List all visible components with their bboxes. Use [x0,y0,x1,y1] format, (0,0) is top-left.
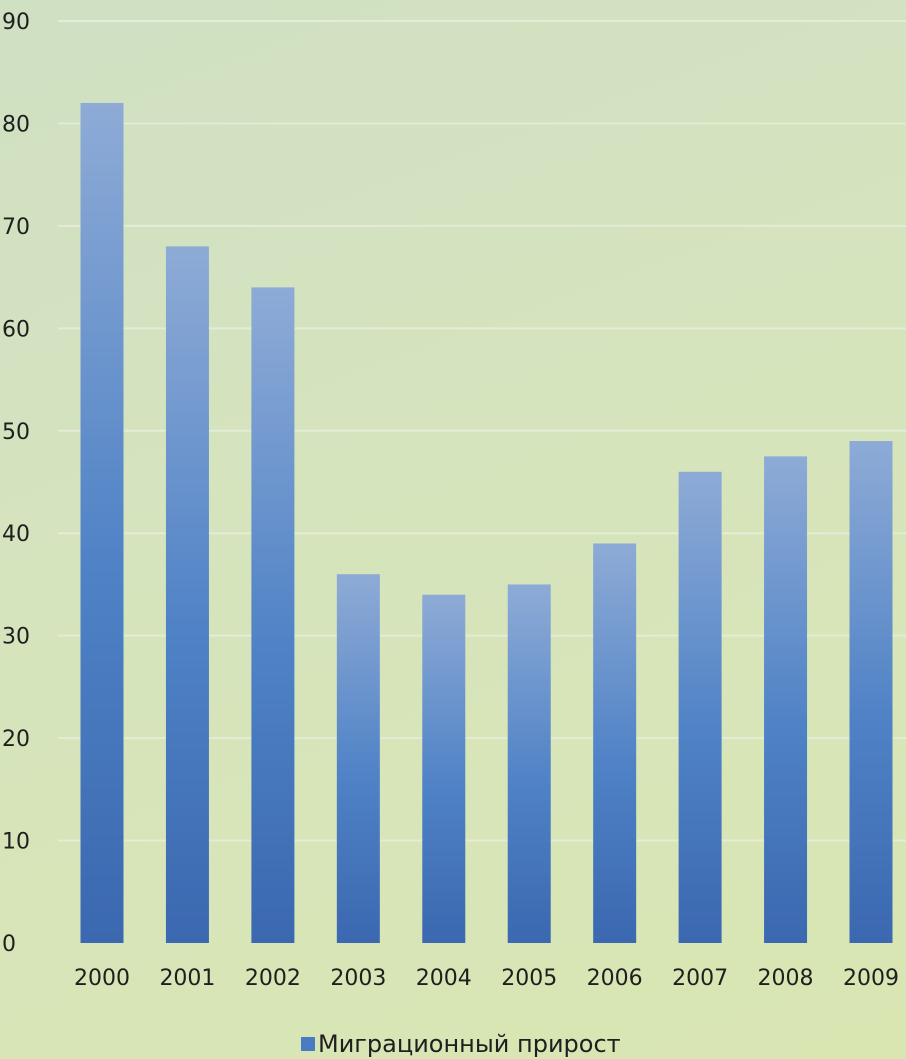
bar-2004 [422,594,466,943]
y-tick-label: 70 [2,215,30,240]
bar-2000 [80,102,124,943]
x-tick-label: 2007 [672,966,728,991]
y-tick-label: 0 [2,932,16,957]
y-tick-label: 20 [2,727,30,752]
legend: Миграционный прирост [301,1030,621,1058]
x-tick-label: 2005 [501,966,557,991]
y-tick-label: 50 [2,420,30,445]
x-tick-label: 2000 [74,966,130,991]
bar-2006 [593,543,637,943]
x-tick-label: 2006 [587,966,643,991]
bar-2008 [764,456,808,943]
x-tick-label: 2002 [245,966,301,991]
x-tick-label: 2001 [159,966,215,991]
bar-2001 [165,246,209,943]
bar-2009 [849,441,893,943]
bar-2005 [507,584,551,943]
x-axis-ticks: 2000 2001 2002 2003 2004 2005 2006 2007 2008 2009 [74,966,899,991]
y-tick-label: 40 [2,522,30,547]
bars [80,102,893,943]
legend-swatch [301,1037,315,1051]
x-tick-label: 2009 [843,966,899,991]
x-tick-label: 2004 [416,966,472,991]
x-tick-label: 2008 [758,966,814,991]
x-tick-label: 2003 [330,966,386,991]
y-tick-label: 90 [2,10,30,35]
legend-label: Миграционный прирост [318,1030,621,1058]
bar-2007 [678,471,722,943]
y-tick-label: 80 [2,112,30,137]
bar-2002 [251,287,295,943]
y-axis-ticks: 0 10 20 30 40 50 60 70 80 90 [2,10,30,957]
y-tick-label: 30 [2,625,30,650]
bar-2003 [336,574,380,943]
y-tick-label: 60 [2,317,30,342]
y-tick-label: 10 [2,830,30,855]
